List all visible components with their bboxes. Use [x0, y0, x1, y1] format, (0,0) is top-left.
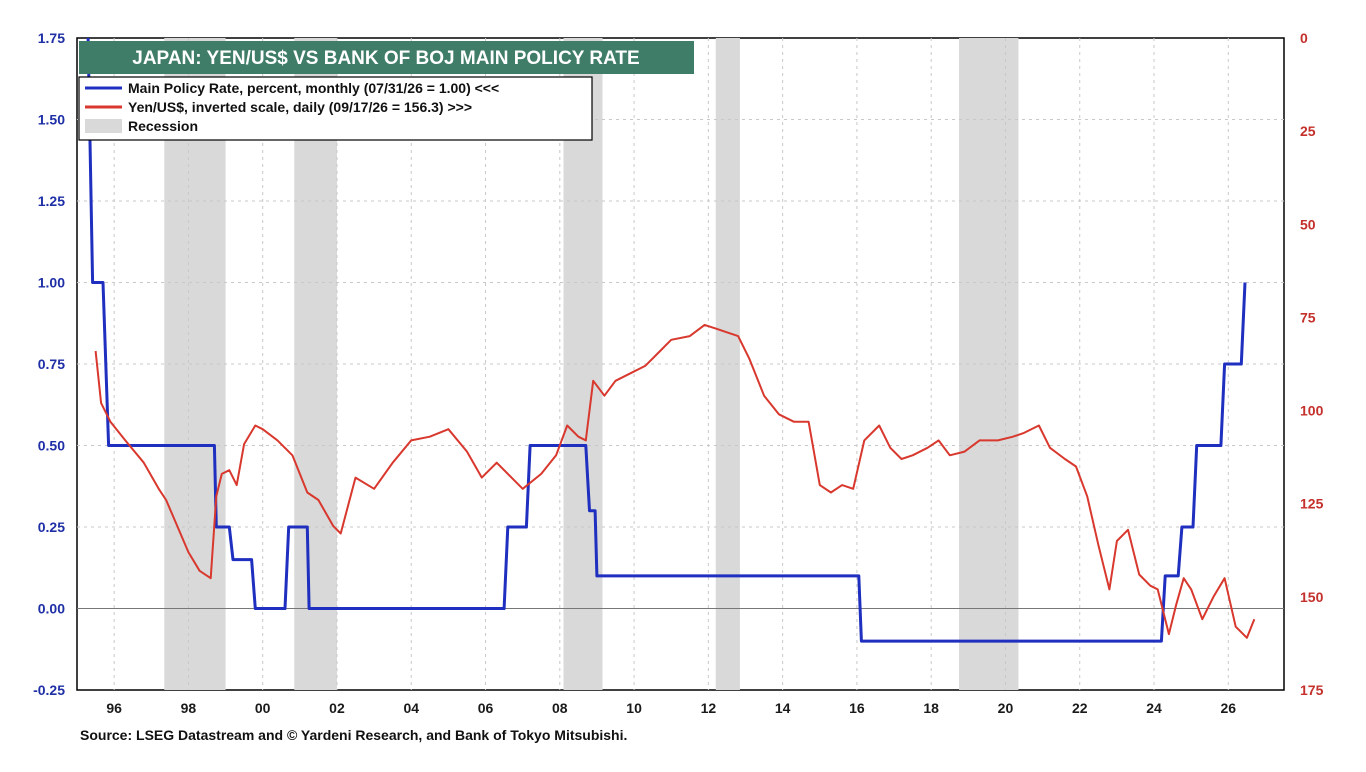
source-note: Source: LSEG Datastream and © Yardeni Re…	[80, 727, 628, 743]
left-axis-tick-label: 1.25	[38, 193, 65, 209]
x-axis-tick-label: 06	[478, 700, 494, 716]
x-axis-tick-label: 02	[329, 700, 345, 716]
left-axis-tick-label: 0.50	[38, 438, 65, 454]
legend: Main Policy Rate, percent, monthly (07/3…	[78, 76, 593, 141]
legend-label-yen: Yen/US$, inverted scale, daily (09/17/26…	[128, 99, 472, 115]
x-axis-tick-label: 08	[552, 700, 568, 716]
x-axis-tick-label: 26	[1221, 700, 1237, 716]
left-axis-tick-label: 1.50	[38, 112, 65, 128]
legend-label-recession: Recession	[128, 118, 198, 134]
left-axis-ticks: 1.75 1.50 1.25 1.00 0.75 0.50 0.25 0.00 -0.25	[33, 30, 65, 698]
series-lines	[86, 38, 1256, 643]
left-axis-tick-label: 0.75	[38, 356, 65, 372]
x-axis-ticks: 96 98 00 02 04 06 08 10 12 14 16 18 20 22 24 26	[106, 700, 1236, 716]
recession-band	[164, 38, 226, 690]
legend-box	[78, 76, 593, 141]
right-axis-tick-label: 175	[1300, 682, 1324, 698]
x-axis-tick-label: 20	[998, 700, 1014, 716]
x-axis-tick-label: 04	[403, 700, 419, 716]
grid-lines	[77, 38, 1284, 690]
left-axis-tick-label: 0.00	[38, 601, 65, 617]
right-axis-tick-label: 125	[1300, 496, 1324, 512]
left-axis-tick-label: -0.25	[33, 682, 65, 698]
legend-label-policy-rate: Main Policy Rate, percent, monthly (07/3…	[128, 80, 499, 96]
recession-bands	[164, 38, 1019, 690]
x-axis-tick-label: 12	[701, 700, 717, 716]
right-axis-tick-label: 75	[1300, 309, 1316, 325]
left-axis-tick-label: 1.00	[38, 275, 65, 291]
legend-swatch-recession	[85, 119, 122, 133]
series-line-yen-usd	[94, 323, 1256, 639]
right-axis-ticks: 0 25 50 75 100 125 150 175	[1300, 30, 1324, 698]
chart-title-banner: JAPAN: YEN/US$ VS BANK OF BOJ MAIN POLIC…	[79, 41, 694, 74]
x-axis-tick-label: 14	[775, 700, 791, 716]
series-line-policy-rate	[86, 38, 1247, 643]
x-axis-tick-label: 24	[1146, 700, 1162, 716]
x-axis-tick-label: 16	[849, 700, 865, 716]
right-axis-tick-label: 0	[1300, 30, 1308, 46]
left-axis-tick-label: 1.75	[38, 30, 65, 46]
left-axis-tick-label: 0.25	[38, 519, 65, 535]
x-axis-tick-label: 98	[181, 700, 197, 716]
right-axis-tick-label: 100	[1300, 403, 1324, 419]
x-axis-tick-label: 22	[1072, 700, 1088, 716]
x-axis-tick-label: 00	[255, 700, 271, 716]
right-axis-tick-label: 150	[1300, 589, 1324, 605]
title-background	[79, 41, 694, 74]
right-axis-tick-label: 25	[1300, 123, 1316, 139]
chart-title: JAPAN: YEN/US$ VS BANK OF BOJ MAIN POLIC…	[132, 48, 639, 69]
right-axis-tick-label: 50	[1300, 216, 1316, 232]
x-axis-tick-label: 10	[626, 700, 642, 716]
x-axis-tick-label: 96	[106, 700, 122, 716]
x-axis-tick-label: 18	[923, 700, 939, 716]
